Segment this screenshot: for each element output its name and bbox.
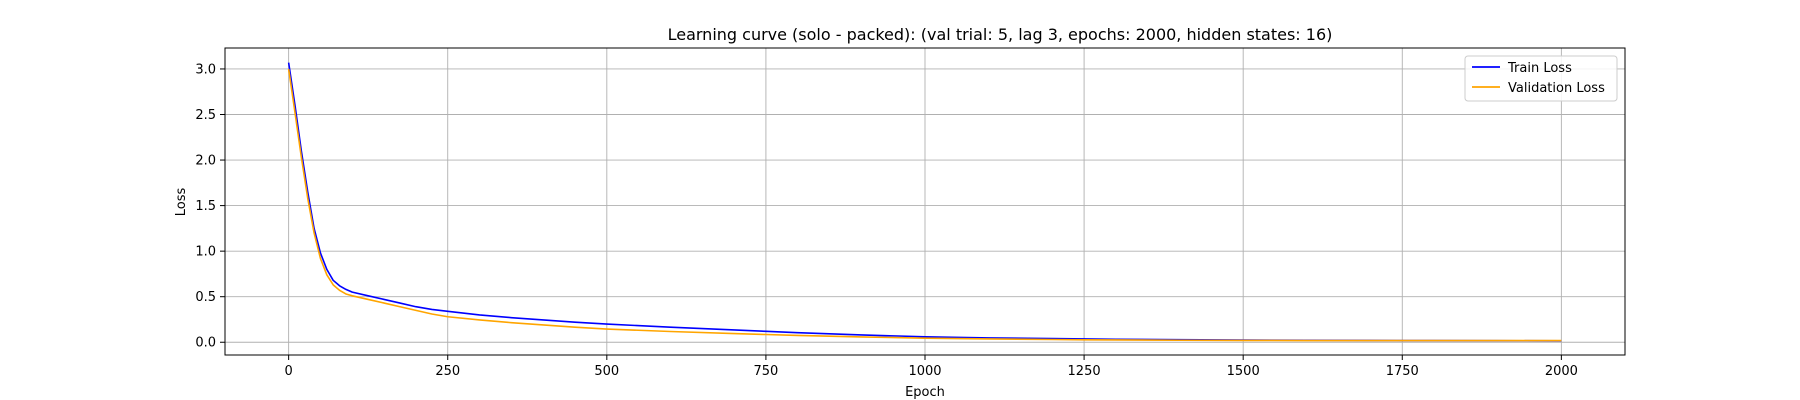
y-tick-label: 1.0 (195, 245, 216, 260)
series-lines (287, 62, 1562, 342)
y-axis-label: Loss (174, 188, 189, 217)
x-tick-label: 500 (594, 364, 619, 379)
x-axis-label: Epoch (905, 385, 945, 400)
legend-label-validation-loss: Validation Loss (1508, 81, 1605, 96)
y-tick-label: 3.0 (195, 62, 216, 77)
axis-ticks: 0 250 500 750 1000 1250 1500 1750 2000 0.0 0.5 1.0 1… (195, 62, 1578, 379)
x-tick-label: 250 (435, 364, 460, 379)
x-tick-label: 750 (753, 364, 778, 379)
x-tick-label: 2000 (1545, 364, 1578, 379)
y-tick-label: 2.5 (195, 108, 216, 123)
x-tick-label: 0 (284, 364, 292, 379)
y-tick-label: 0.0 (195, 336, 216, 351)
x-tick-label: 1500 (1227, 364, 1260, 379)
y-tick-label: 1.5 (195, 199, 216, 214)
legend-label-train-loss: Train Loss (1507, 61, 1572, 76)
x-tick-label: 1750 (1386, 364, 1419, 379)
x-tick-label: 1250 (1068, 364, 1101, 379)
legend: Train Loss Validation Loss (1464, 55, 1618, 102)
legend-box (1464, 55, 1618, 102)
chart-title: Learning curve (solo - packed): (val tri… (668, 25, 1333, 44)
series-line-validation-loss (287, 68, 1562, 342)
y-tick-label: 2.0 (195, 154, 216, 169)
x-tick-label: 1000 (908, 364, 941, 379)
y-tick-label: 0.5 (195, 290, 216, 305)
